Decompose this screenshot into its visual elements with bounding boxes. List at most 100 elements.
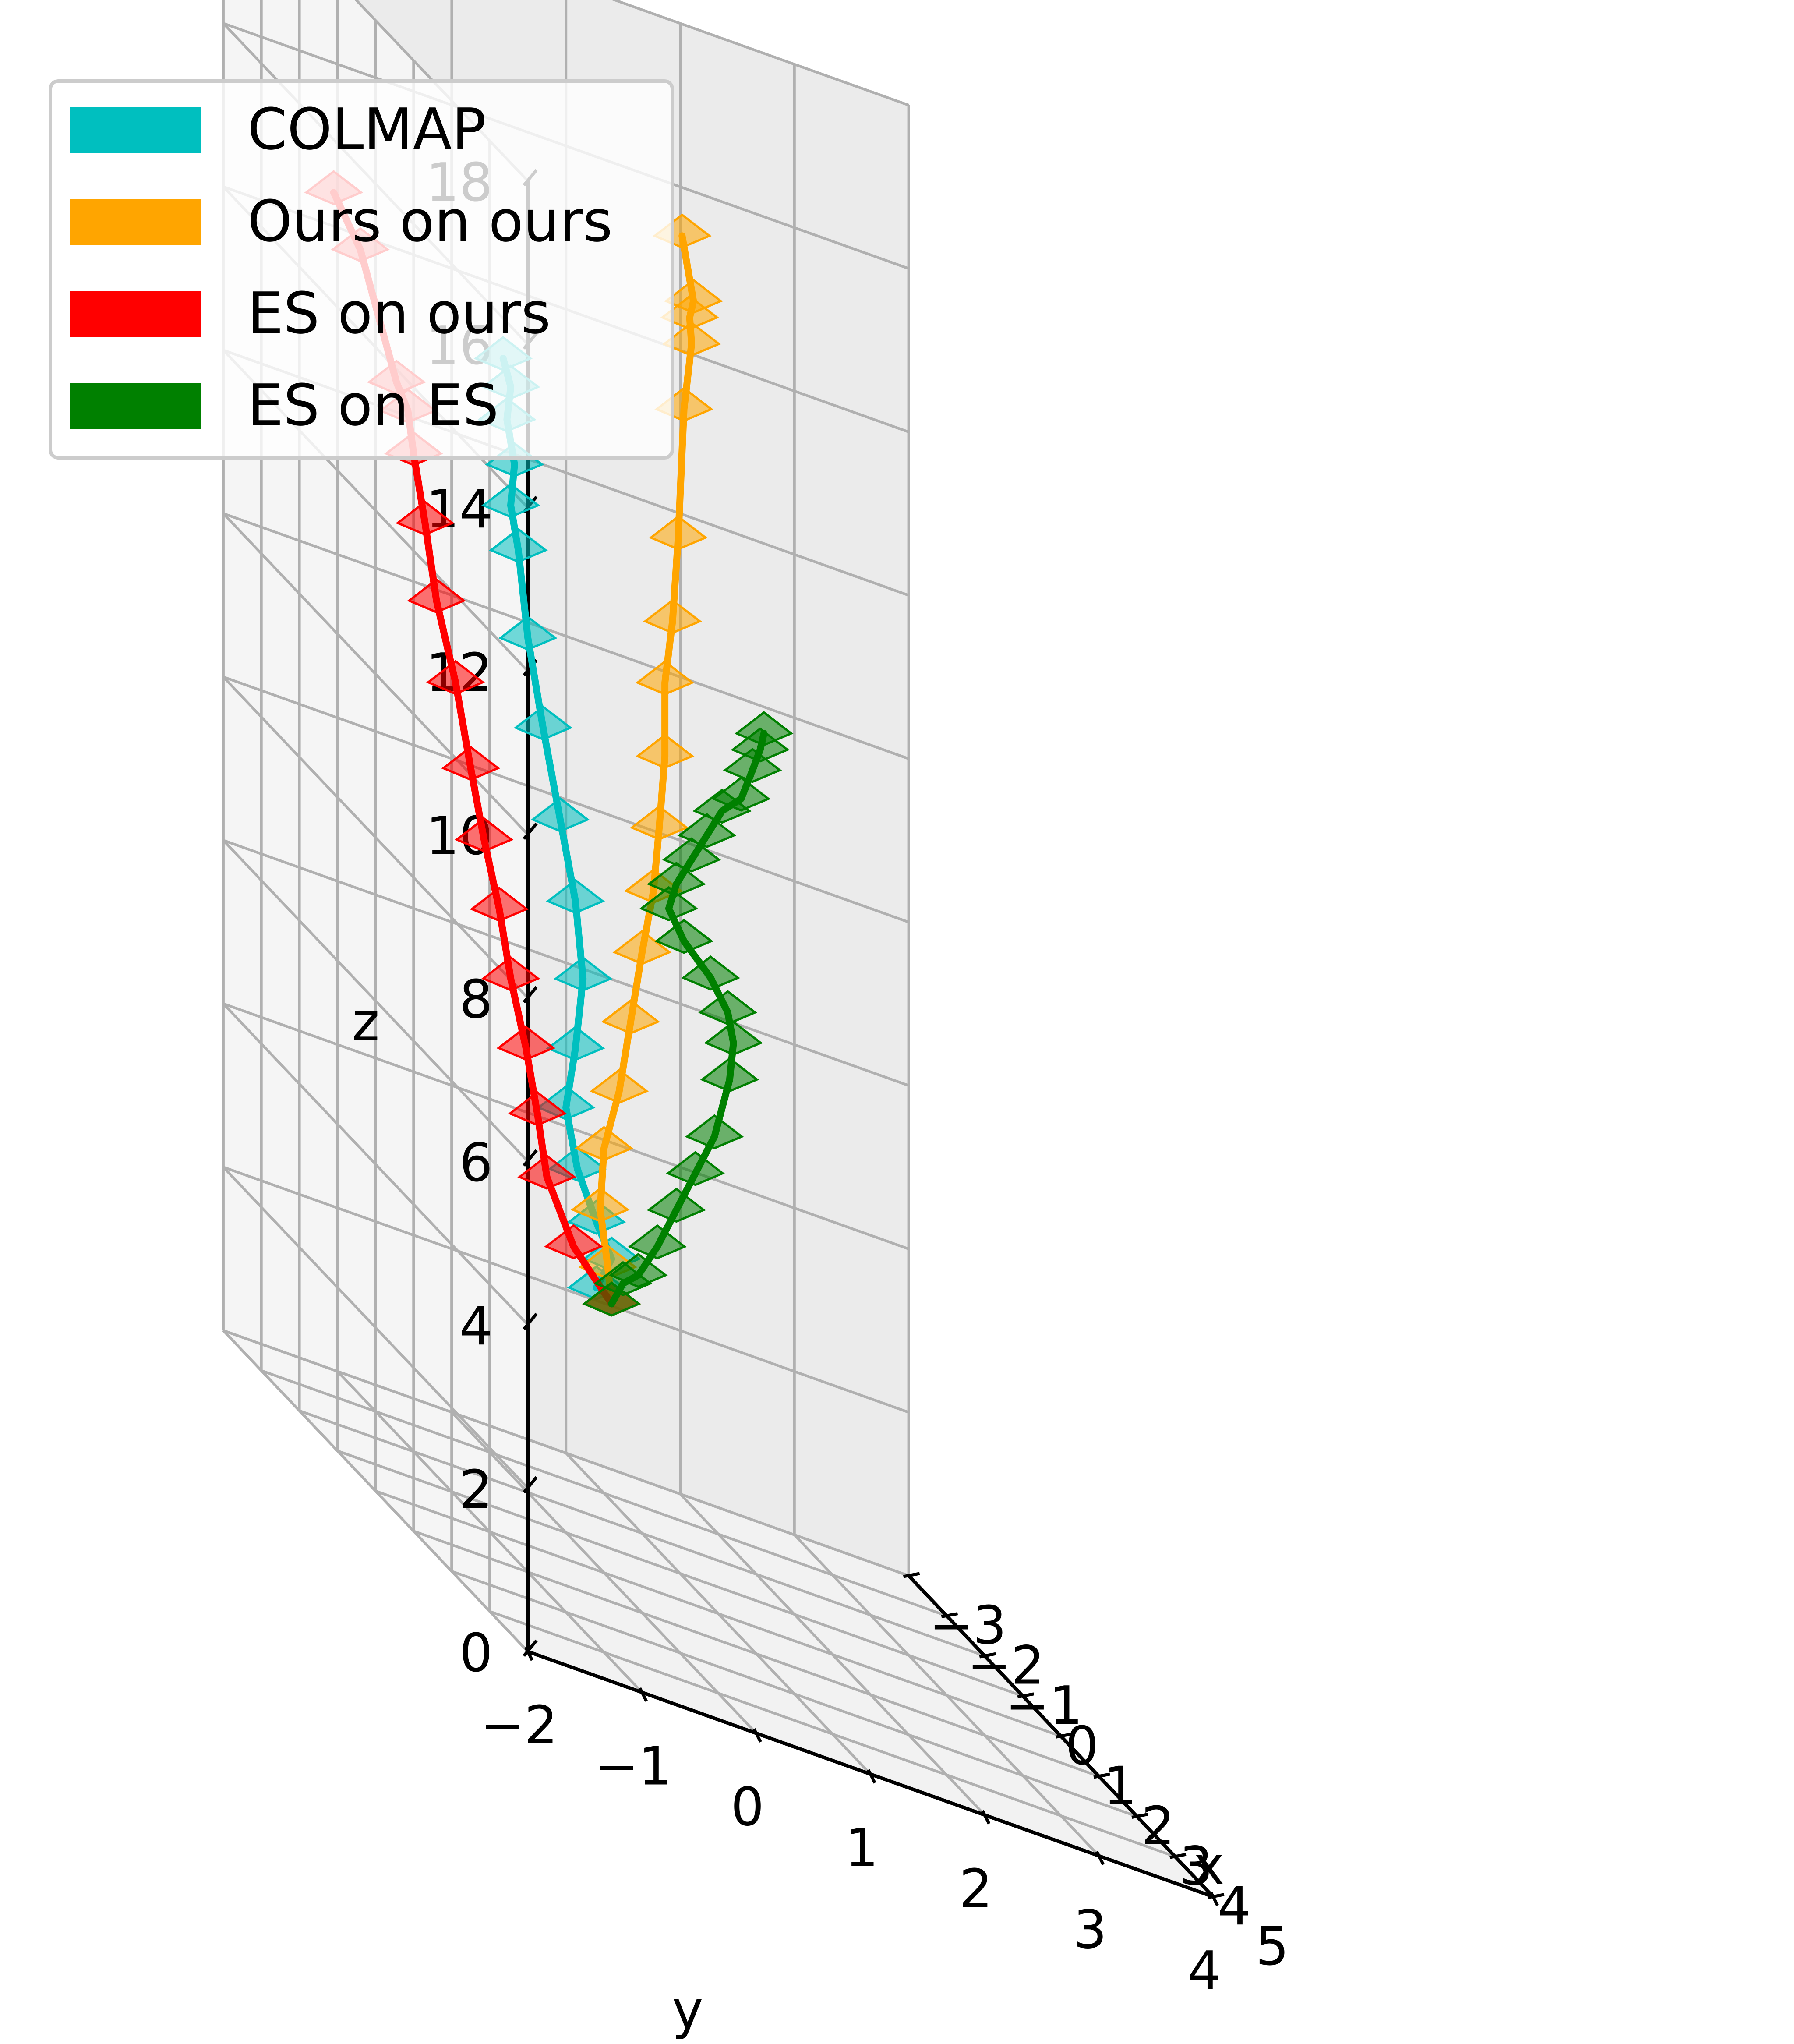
z-tick bbox=[523, 822, 538, 840]
legend-swatch bbox=[70, 199, 201, 245]
legend-swatch bbox=[70, 383, 201, 429]
legend-label: Ours on ours bbox=[247, 188, 613, 255]
camera-marker bbox=[574, 1126, 634, 1161]
grid-line-back-z bbox=[222, 512, 909, 760]
camera-marker bbox=[546, 879, 605, 914]
camera-marker bbox=[470, 887, 529, 922]
x-tick-label: 5 bbox=[1256, 1917, 1289, 1977]
camera-marker bbox=[723, 748, 782, 783]
z-tick bbox=[523, 1639, 538, 1657]
camera-marker bbox=[734, 711, 794, 746]
camera-marker bbox=[628, 1224, 687, 1260]
camera-marker bbox=[544, 1224, 603, 1259]
camera-marker bbox=[496, 1026, 556, 1061]
legend-label: ES on ours bbox=[247, 280, 551, 347]
x-tick bbox=[979, 1652, 996, 1659]
grid-line-side-z bbox=[222, 1330, 529, 1653]
x-tick bbox=[1208, 1893, 1225, 1899]
x-tick-label: 4 bbox=[1218, 1876, 1251, 1937]
x-tick bbox=[1017, 1692, 1034, 1699]
y-tick bbox=[981, 1810, 991, 1825]
camera-marker bbox=[608, 1252, 668, 1288]
grid-line-side-z bbox=[222, 676, 529, 999]
camera-marker bbox=[546, 1026, 605, 1061]
grid-line-back-z bbox=[222, 1166, 909, 1414]
y-tick bbox=[867, 1769, 876, 1784]
grid-line-floor-y bbox=[336, 1370, 643, 1694]
y-tick-label: −1 bbox=[594, 1736, 672, 1797]
camera-marker bbox=[498, 615, 558, 651]
z-axis-label: z bbox=[352, 992, 380, 1053]
z-tick-label: 2 bbox=[459, 1460, 493, 1521]
camera-marker bbox=[649, 515, 708, 551]
camera-marker bbox=[570, 1187, 630, 1223]
camera-marker bbox=[629, 805, 689, 841]
camera-marker bbox=[677, 813, 737, 849]
legend-swatch bbox=[70, 107, 201, 153]
camera-marker bbox=[685, 1114, 744, 1149]
camera-marker bbox=[664, 279, 723, 314]
grid-line-floor-y bbox=[451, 1411, 757, 1734]
camera-marker bbox=[698, 990, 757, 1026]
y-tick-label: 3 bbox=[1074, 1900, 1107, 1961]
z-tick bbox=[523, 1149, 538, 1167]
x-tick-label: −1 bbox=[1005, 1676, 1083, 1736]
grid-line-side-z bbox=[222, 839, 529, 1163]
x-tick bbox=[1093, 1772, 1110, 1779]
axis-labels: x y z bbox=[352, 992, 1225, 2041]
camera-marker bbox=[731, 727, 790, 763]
x-tick-label: −3 bbox=[929, 1595, 1006, 1656]
camera-marker bbox=[582, 1281, 641, 1317]
camera-marker bbox=[700, 1057, 759, 1093]
x-axis-label: x bbox=[1193, 1835, 1224, 1896]
x-tick-label: −2 bbox=[967, 1636, 1045, 1697]
x-tick bbox=[1169, 1853, 1187, 1859]
camera-marker bbox=[426, 660, 485, 695]
camera-marker bbox=[481, 483, 540, 518]
y-tick-label: −2 bbox=[480, 1695, 558, 1756]
camera-marker bbox=[711, 776, 771, 812]
y-tick bbox=[752, 1728, 762, 1743]
grid-line-floor-y bbox=[565, 1452, 872, 1775]
camera-marker bbox=[454, 817, 514, 852]
grid-line-back-z bbox=[222, 1329, 909, 1577]
z-tick bbox=[523, 986, 538, 1004]
camera-marker bbox=[654, 919, 713, 954]
x-tick bbox=[903, 1572, 920, 1578]
camera-marker bbox=[639, 886, 699, 922]
camera-marker bbox=[601, 999, 660, 1035]
camera-marker bbox=[553, 956, 613, 992]
camera-marker bbox=[646, 1187, 706, 1223]
grid-line-floor-y bbox=[793, 1534, 1100, 1857]
x-tick-label: 3 bbox=[1180, 1836, 1213, 1897]
camera-marker bbox=[481, 956, 540, 991]
z-tick-label: 0 bbox=[459, 1623, 493, 1684]
grid-line-back-z bbox=[611, 0, 909, 106]
y-tick bbox=[524, 1646, 534, 1661]
series-ours-on-ours bbox=[570, 213, 723, 1317]
grid-line-side-z bbox=[222, 1003, 529, 1326]
grid-line-floor-y bbox=[679, 1493, 986, 1816]
legend-label: COLMAP bbox=[247, 96, 486, 163]
camera-marker bbox=[635, 733, 695, 769]
camera-marker bbox=[441, 746, 501, 781]
grid-line-side-z bbox=[222, 1166, 529, 1489]
legend-frame bbox=[49, 79, 674, 460]
y-tick-label: 0 bbox=[731, 1777, 764, 1838]
legend-label: ES on ES bbox=[247, 372, 499, 439]
x-tick-label: 2 bbox=[1141, 1796, 1175, 1857]
y-tick-label: 2 bbox=[959, 1859, 992, 1920]
camera-marker bbox=[646, 861, 706, 897]
camera-marker bbox=[489, 527, 548, 563]
camera-marker bbox=[590, 1068, 649, 1104]
z-tick-label: 4 bbox=[459, 1296, 493, 1357]
x-tick-label: 1 bbox=[1103, 1756, 1137, 1817]
legend-swatch bbox=[70, 291, 201, 337]
camera-marker bbox=[666, 1151, 725, 1186]
y-tick-label: 1 bbox=[845, 1818, 878, 1879]
camera-marker bbox=[407, 578, 466, 614]
x-tick-label: 0 bbox=[1065, 1716, 1098, 1777]
camera-marker bbox=[513, 705, 573, 741]
